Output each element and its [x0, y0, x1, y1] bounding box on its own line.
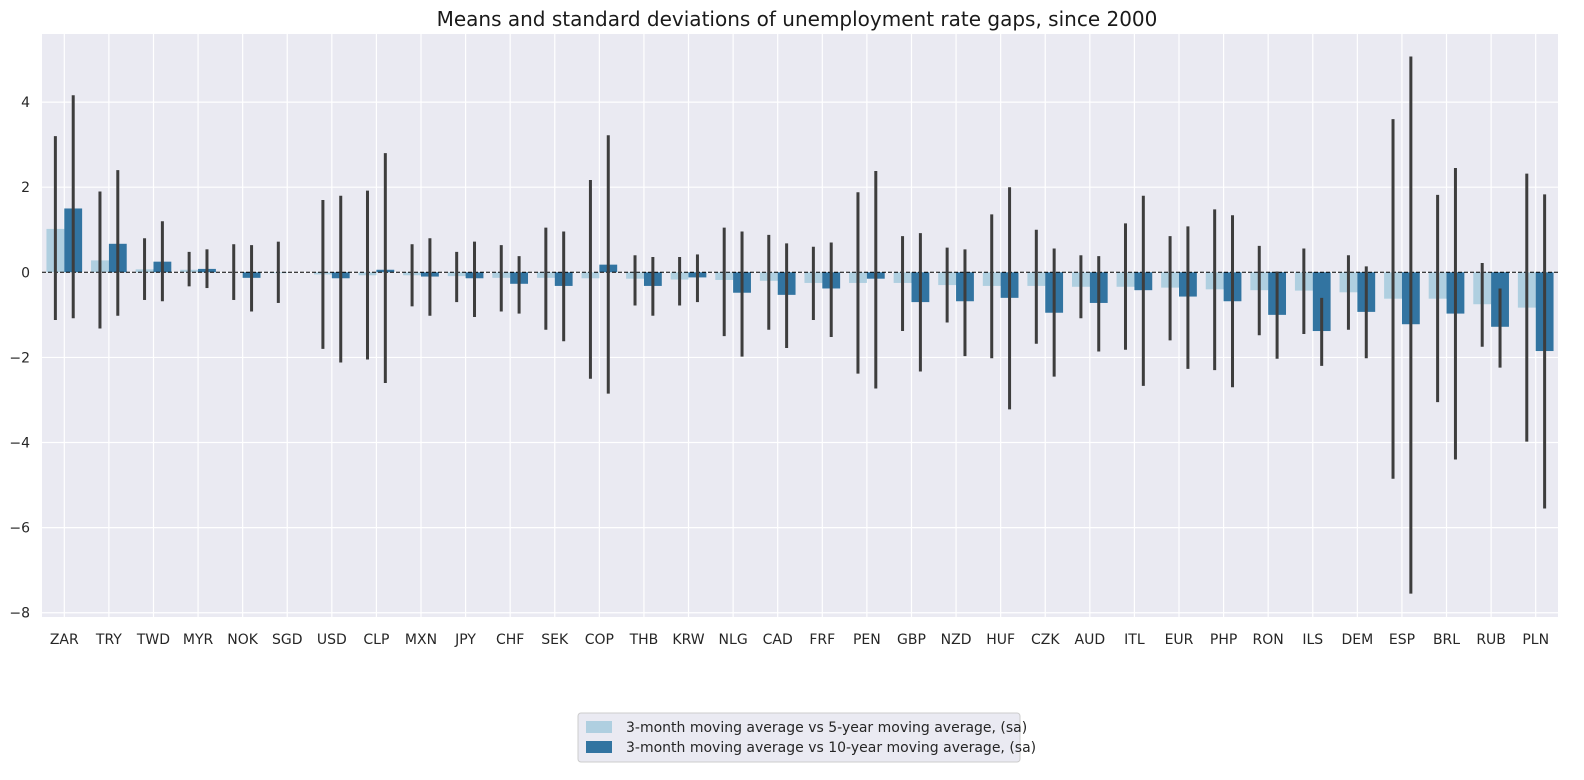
y-tick-label: 2 [21, 180, 30, 196]
x-tick-label: NZD [941, 632, 972, 648]
x-tick-label: PLN [1522, 632, 1549, 648]
x-tick-label: EUR [1165, 632, 1194, 648]
x-tick-label: PEN [853, 632, 881, 648]
legend: 3-month moving average vs 5-year moving … [577, 712, 1036, 763]
x-tick-label: GBP [897, 632, 926, 648]
x-tick-label: JPY [454, 632, 476, 648]
x-tick-label: CHF [496, 632, 524, 648]
x-tick-label: KRW [672, 632, 704, 648]
x-tick-label: ILS [1302, 632, 1323, 648]
x-tick-label: CAD [763, 632, 793, 648]
y-tick-label: −4 [9, 436, 30, 452]
x-tick-label: NOK [227, 632, 258, 648]
y-tick-labels: −8 −6 −4 −2 0 2 4 [9, 95, 30, 622]
x-tick-label: AUD [1075, 632, 1106, 648]
x-tick-label: USD [317, 632, 347, 648]
x-tick-label: RUB [1476, 632, 1506, 648]
x-tick-label: ITL [1124, 632, 1145, 648]
x-tick-label: DEM [1341, 632, 1373, 648]
x-tick-label: MXN [405, 632, 437, 648]
x-tick-label: HUF [986, 632, 1015, 648]
x-tick-label: CZK [1031, 632, 1060, 648]
grid-layer [42, 34, 1558, 617]
x-tick-label: SEK [541, 632, 569, 648]
x-tick-label: CLP [363, 632, 389, 648]
x-tick-label: RON [1253, 632, 1284, 648]
legend-label-5yr: 3-month moving average vs 5-year moving … [626, 720, 1027, 736]
x-tick-label: TRY [95, 632, 122, 648]
x-tick-label: SGD [272, 632, 303, 648]
legend-swatch-10yr [586, 741, 612, 753]
x-tick-label: MYR [183, 632, 214, 648]
legend-frame [577, 712, 1021, 763]
x-tick-label: PHP [1210, 632, 1237, 648]
x-tick-label: ESP [1389, 632, 1415, 648]
x-tick-labels: ZAR TRY TWD MYR NOK SGD USD CLP MXN JPY CHF SEK COP T… [50, 632, 1549, 648]
x-tick-label: ZAR [50, 632, 79, 648]
chart-title: Means and standard deviations of unemplo… [437, 7, 1158, 31]
error-bars-layer [53, 56, 1547, 594]
x-tick-label: COP [585, 632, 614, 648]
x-tick-label: THB [629, 632, 659, 648]
y-tick-label: 0 [21, 265, 30, 281]
x-tick-label: BRL [1433, 632, 1460, 648]
y-tick-label: 4 [21, 95, 30, 111]
legend-label-10yr: 3-month moving average vs 10-year moving… [626, 740, 1036, 756]
legend-swatch-5yr [586, 721, 612, 733]
x-tick-label: TWD [136, 632, 170, 648]
x-tick-label: NLG [719, 632, 748, 648]
y-tick-label: −6 [9, 521, 30, 537]
y-tick-label: −2 [9, 350, 30, 366]
y-tick-label: −8 [9, 606, 30, 622]
x-tick-label: FRF [809, 632, 835, 648]
